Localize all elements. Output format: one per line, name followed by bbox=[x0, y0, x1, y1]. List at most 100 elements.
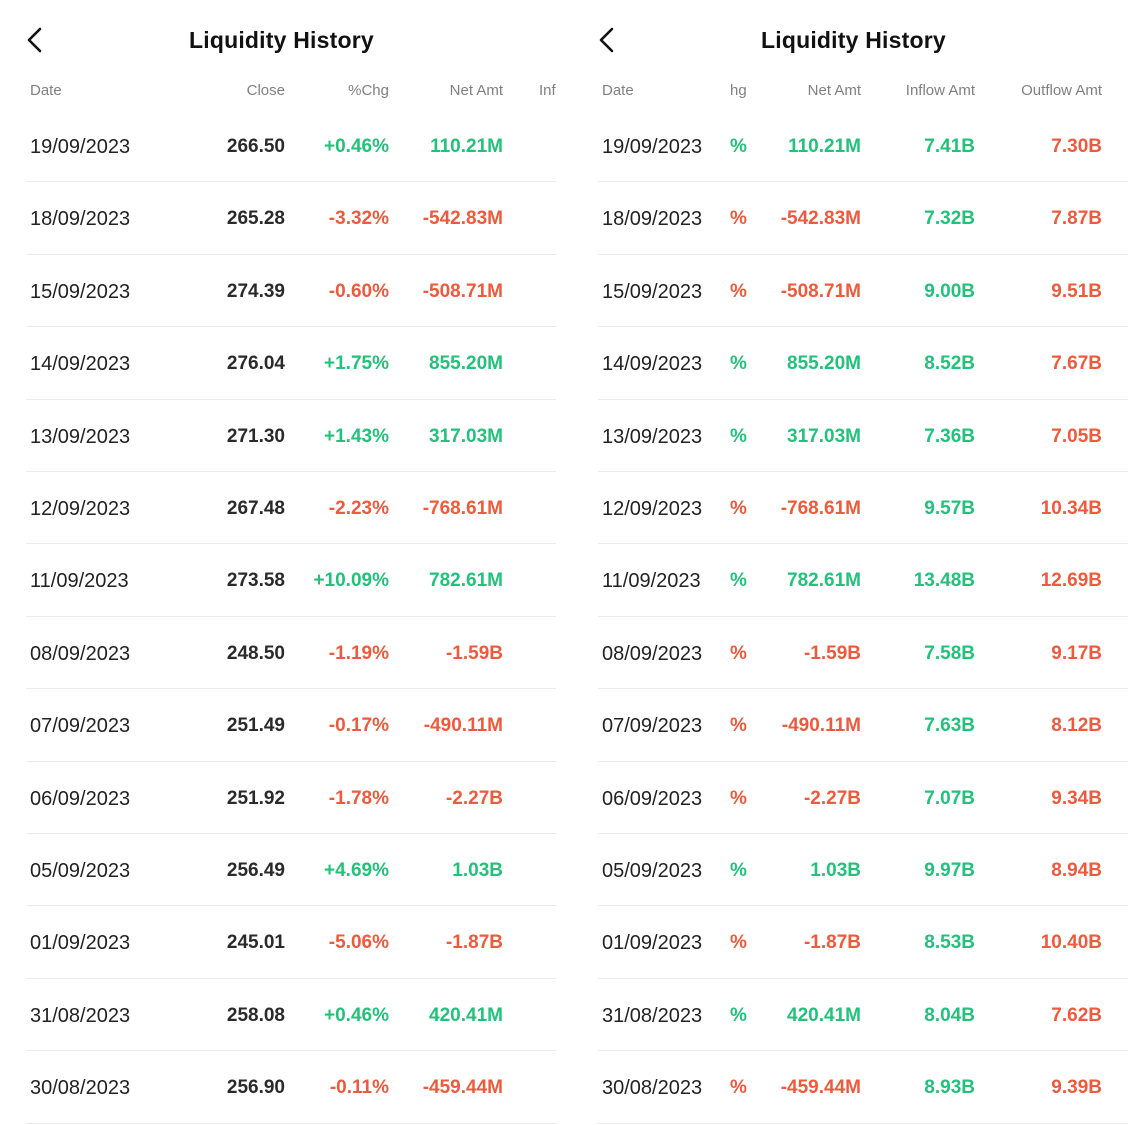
table-row[interactable]: 13/09/2023 271.30 +1.43% 317.03M bbox=[26, 400, 556, 472]
table-row[interactable]: 31/08/2023% 420.41M 8.04B 7.62B bbox=[598, 979, 1128, 1052]
row-net-amt: 782.61M bbox=[429, 570, 503, 592]
row-outflow-amt: 8.94B bbox=[1051, 860, 1102, 881]
col-chg[interactable]: %Chg bbox=[348, 82, 389, 99]
row-date: 19/09/2023 bbox=[602, 136, 703, 158]
row-close: 274.39 bbox=[226, 280, 285, 302]
row-date: 30/08/2023 bbox=[30, 1077, 131, 1100]
row-outflow-amt: 7.30B bbox=[1051, 136, 1102, 157]
row-net-amt: -542.83M bbox=[422, 208, 503, 230]
row-chg: +4.69% bbox=[324, 860, 389, 881]
row-net-amt: -490.11M bbox=[423, 715, 503, 737]
row-close: 266.50 bbox=[226, 136, 285, 157]
col-outflow-amt[interactable]: Outflow Amt bbox=[1021, 82, 1102, 99]
row-chg: +1.75% bbox=[324, 353, 389, 375]
row-date: 08/09/2023 bbox=[30, 642, 131, 665]
row-inflow-amt: 7.63B bbox=[924, 715, 975, 737]
table-row[interactable]: 06/09/2023% -2.27B 7.07B 9.34B bbox=[598, 762, 1128, 834]
row-net-amt: 110.21M bbox=[788, 136, 861, 157]
row-date: 06/09/2023 bbox=[30, 787, 131, 810]
row-date: 01/09/2023 bbox=[602, 932, 703, 955]
table-row[interactable]: 01/09/2023 245.01 -5.06% -1.87B bbox=[26, 906, 556, 979]
table-row[interactable]: 15/09/2023 274.39 -0.60% -508.71M bbox=[26, 255, 556, 328]
row-chg-cut: % bbox=[730, 715, 747, 737]
row-net-amt: 317.03M bbox=[787, 425, 861, 447]
row-chg-cut: % bbox=[730, 1077, 747, 1099]
table-row[interactable]: 01/09/2023% -1.87B 8.53B 10.40B bbox=[598, 906, 1128, 979]
table-row[interactable]: 12/09/2023% -768.61M 9.57B 10.34B bbox=[598, 472, 1128, 545]
row-outflow-amt: 7.62B bbox=[1051, 1004, 1102, 1026]
table-row[interactable]: 12/09/2023 267.48 -2.23% -768.61M bbox=[26, 472, 556, 545]
row-chg-cut: % bbox=[730, 208, 747, 230]
table-row[interactable]: 14/09/2023% 855.20M 8.52B 7.67B bbox=[598, 327, 1128, 400]
row-chg-cut: % bbox=[730, 787, 747, 809]
table-row[interactable]: 05/09/2023% 1.03B 9.97B 8.94B bbox=[598, 834, 1128, 907]
col-close[interactable]: Close bbox=[246, 82, 285, 99]
row-chg: +0.46% bbox=[324, 1004, 389, 1026]
row-inflow-amt: 7.32B bbox=[924, 208, 975, 230]
table-row[interactable]: 19/09/2023% 110.21M 7.41B 7.30B bbox=[598, 110, 1128, 183]
row-date: 12/09/2023 bbox=[602, 498, 703, 520]
column-headers: Date Close %Chg Net Amt Inf bbox=[0, 80, 556, 104]
col-net-amt[interactable]: Net Amt bbox=[807, 82, 861, 99]
row-chg: +10.09% bbox=[313, 570, 389, 592]
row-outflow-amt: 12.69B bbox=[1040, 570, 1102, 592]
row-date: 31/08/2023 bbox=[30, 1004, 131, 1027]
page-title: Liquidity History bbox=[189, 27, 374, 53]
row-outflow-amt: 10.40B bbox=[1040, 932, 1102, 954]
row-date: 11/09/2023 bbox=[602, 570, 701, 593]
col-date[interactable]: Date bbox=[30, 82, 62, 99]
back-arrow-icon[interactable] bbox=[22, 26, 50, 54]
table-row[interactable]: 31/08/2023 258.08 +0.46% 420.41M bbox=[26, 979, 556, 1052]
row-net-amt: 855.20M bbox=[787, 353, 861, 375]
back-arrow-icon[interactable] bbox=[594, 26, 622, 54]
row-net-amt: -768.61M bbox=[422, 498, 503, 519]
row-chg: +1.43% bbox=[324, 425, 389, 447]
row-net-amt: 420.41M bbox=[787, 1004, 861, 1026]
row-date: 13/09/2023 bbox=[602, 425, 703, 448]
row-net-amt: -490.11M bbox=[781, 715, 861, 737]
table-row[interactable]: 18/09/2023% -542.83M 7.32B 7.87B bbox=[598, 182, 1128, 255]
row-close: 256.90 bbox=[226, 1077, 285, 1099]
table-row[interactable]: 13/09/2023% 317.03M 7.36B 7.05B bbox=[598, 400, 1128, 472]
table-row[interactable]: 11/09/2023% 782.61M 13.48B 12.69B bbox=[598, 544, 1128, 617]
row-date: 18/09/2023 bbox=[602, 208, 703, 231]
row-net-amt: -1.59B bbox=[445, 642, 503, 664]
col-chg-cut[interactable]: hg bbox=[730, 82, 747, 99]
table-row[interactable]: 11/09/2023 273.58 +10.09% 782.61M bbox=[26, 544, 556, 617]
table-row[interactable]: 08/09/2023% -1.59B 7.58B 9.17B bbox=[598, 617, 1128, 690]
row-net-amt: -459.44M bbox=[422, 1077, 503, 1099]
row-close: 251.92 bbox=[226, 787, 285, 809]
row-close: 248.50 bbox=[226, 642, 285, 664]
liquidity-history-panel-right: Liquidity History Date hg Net Amt Inflow… bbox=[572, 0, 1128, 1125]
row-date: 05/09/2023 bbox=[30, 860, 131, 882]
row-date: 15/09/2023 bbox=[602, 280, 703, 303]
row-chg-cut: % bbox=[730, 570, 747, 592]
row-outflow-amt: 9.34B bbox=[1051, 787, 1102, 809]
table-row[interactable]: 30/08/2023 256.90 -0.11% -459.44M bbox=[26, 1051, 556, 1124]
col-inflow-amt[interactable]: Inflow Amt bbox=[905, 82, 975, 99]
row-chg-cut: % bbox=[730, 136, 747, 157]
col-net-amt[interactable]: Net Amt bbox=[449, 82, 503, 99]
row-date: 08/09/2023 bbox=[602, 642, 703, 665]
row-chg-cut: % bbox=[730, 932, 747, 954]
col-inflow-cut[interactable]: Inf bbox=[539, 82, 556, 99]
table-row[interactable]: 06/09/2023 251.92 -1.78% -2.27B bbox=[26, 762, 556, 834]
row-chg-cut: % bbox=[730, 498, 747, 519]
col-date[interactable]: Date bbox=[602, 82, 634, 99]
table-row[interactable]: 07/09/2023% -490.11M 7.63B 8.12B bbox=[598, 689, 1128, 762]
row-date: 14/09/2023 bbox=[30, 353, 131, 376]
table-row[interactable]: 07/09/2023 251.49 -0.17% -490.11M bbox=[26, 689, 556, 762]
row-net-amt: -542.83M bbox=[780, 208, 861, 230]
row-chg: -3.32% bbox=[328, 208, 389, 230]
row-chg-cut: % bbox=[730, 425, 747, 447]
table-row[interactable]: 19/09/2023 266.50 +0.46% 110.21M bbox=[26, 110, 556, 183]
row-inflow-amt: 13.48B bbox=[913, 570, 975, 592]
row-net-amt: -459.44M bbox=[780, 1077, 861, 1099]
table-row[interactable]: 18/09/2023 265.28 -3.32% -542.83M bbox=[26, 182, 556, 255]
row-inflow-amt: 7.58B bbox=[924, 642, 975, 664]
table-row[interactable]: 30/08/2023% -459.44M 8.93B 9.39B bbox=[598, 1051, 1128, 1124]
table-row[interactable]: 08/09/2023 248.50 -1.19% -1.59B bbox=[26, 617, 556, 690]
table-row[interactable]: 15/09/2023% -508.71M 9.00B 9.51B bbox=[598, 255, 1128, 328]
table-row[interactable]: 05/09/2023 256.49 +4.69% 1.03B bbox=[26, 834, 556, 907]
table-row[interactable]: 14/09/2023 276.04 +1.75% 855.20M bbox=[26, 327, 556, 400]
